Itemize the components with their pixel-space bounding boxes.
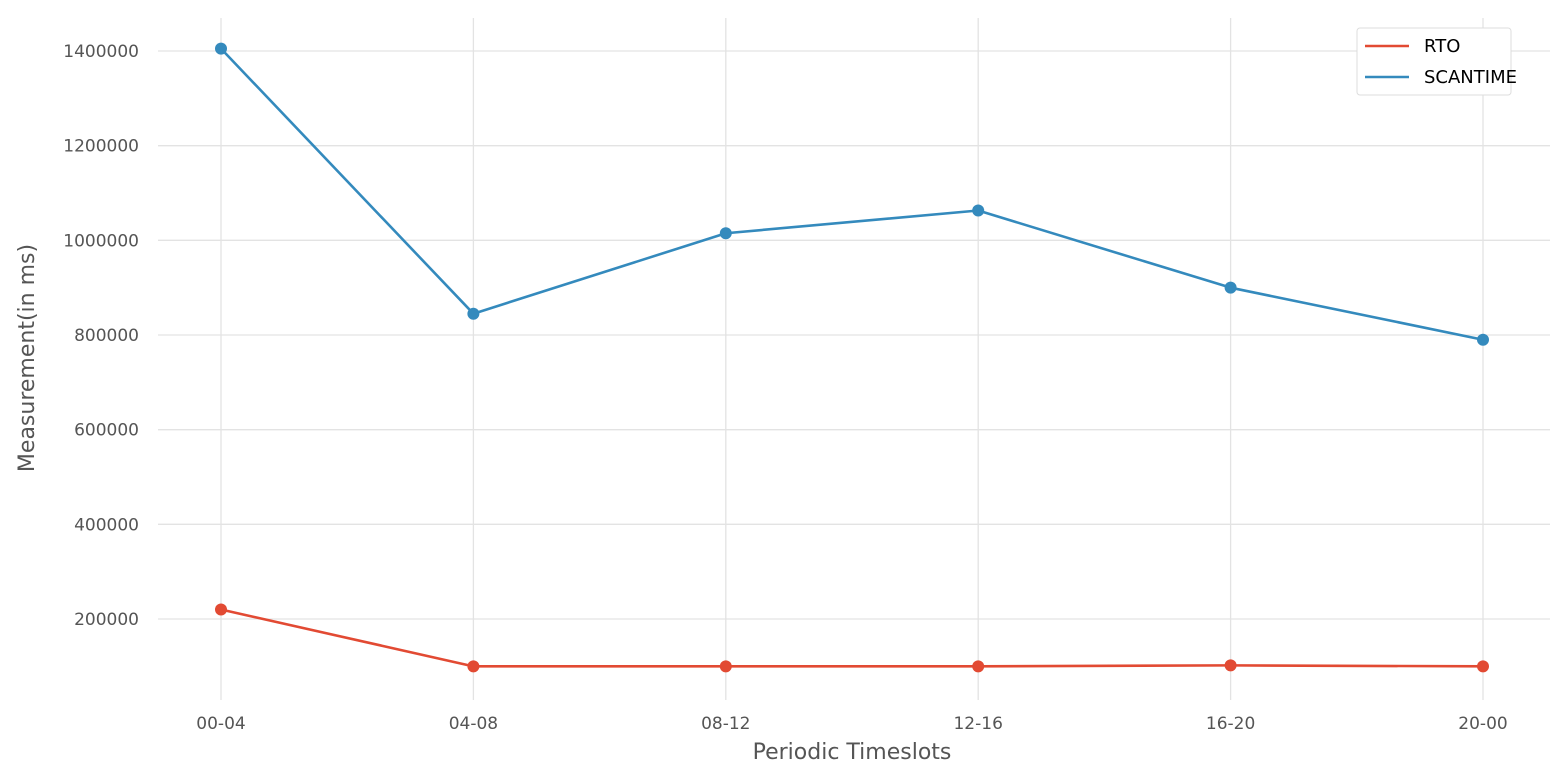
y-tick-label: 800000 (74, 326, 139, 346)
series-line-rto (220, 608, 1484, 668)
y-axis-ticks: 200000 400000 600000 800000 1000000 1200000 14… (63, 42, 139, 630)
x-axis-title: Periodic Timeslots (753, 740, 952, 765)
data-point-rto (467, 660, 480, 673)
x-tick-label: 20-00 (1458, 714, 1507, 734)
y-tick-label: 1400000 (63, 42, 139, 62)
y-tick-label: 400000 (74, 515, 139, 535)
grid (158, 18, 1550, 700)
data-point-scantime (972, 204, 985, 217)
data-point-scantime (719, 227, 732, 240)
y-tick-label: 1200000 (63, 137, 139, 157)
series-line-scantime (220, 47, 1484, 342)
legend: RTO SCANTIME (1356, 27, 1517, 96)
y-tick-label: 200000 (74, 610, 139, 630)
x-tick-label: 08-12 (701, 714, 750, 734)
x-tick-label: 12-16 (953, 714, 1002, 734)
data-point-rto (972, 660, 985, 673)
data-point-rto (215, 603, 227, 616)
x-tick-label: 04-08 (449, 714, 498, 734)
legend-label-rto: RTO (1424, 36, 1460, 57)
data-point-rto (1477, 660, 1489, 673)
y-tick-label: 600000 (74, 421, 139, 441)
series-scantime (215, 42, 1489, 346)
x-tick-label: 00-04 (196, 714, 245, 734)
data-point-rto (1224, 659, 1237, 672)
x-tick-label: 16-20 (1206, 714, 1255, 734)
series-layer (215, 42, 1489, 673)
x-axis-ticks: 00-04 04-08 08-12 12-16 16-20 20-00 (196, 714, 1507, 734)
y-tick-label: 1000000 (63, 231, 139, 251)
data-point-scantime (1224, 281, 1237, 294)
y-axis-title: Measurement(in ms) (15, 244, 40, 472)
legend-items: RTO SCANTIME (1365, 36, 1517, 88)
data-point-scantime (1477, 333, 1489, 346)
series-rto (215, 603, 1489, 673)
data-point-rto (719, 660, 732, 673)
data-point-scantime (467, 307, 480, 320)
legend-label-scantime: SCANTIME (1424, 67, 1517, 88)
data-point-scantime (215, 42, 227, 55)
